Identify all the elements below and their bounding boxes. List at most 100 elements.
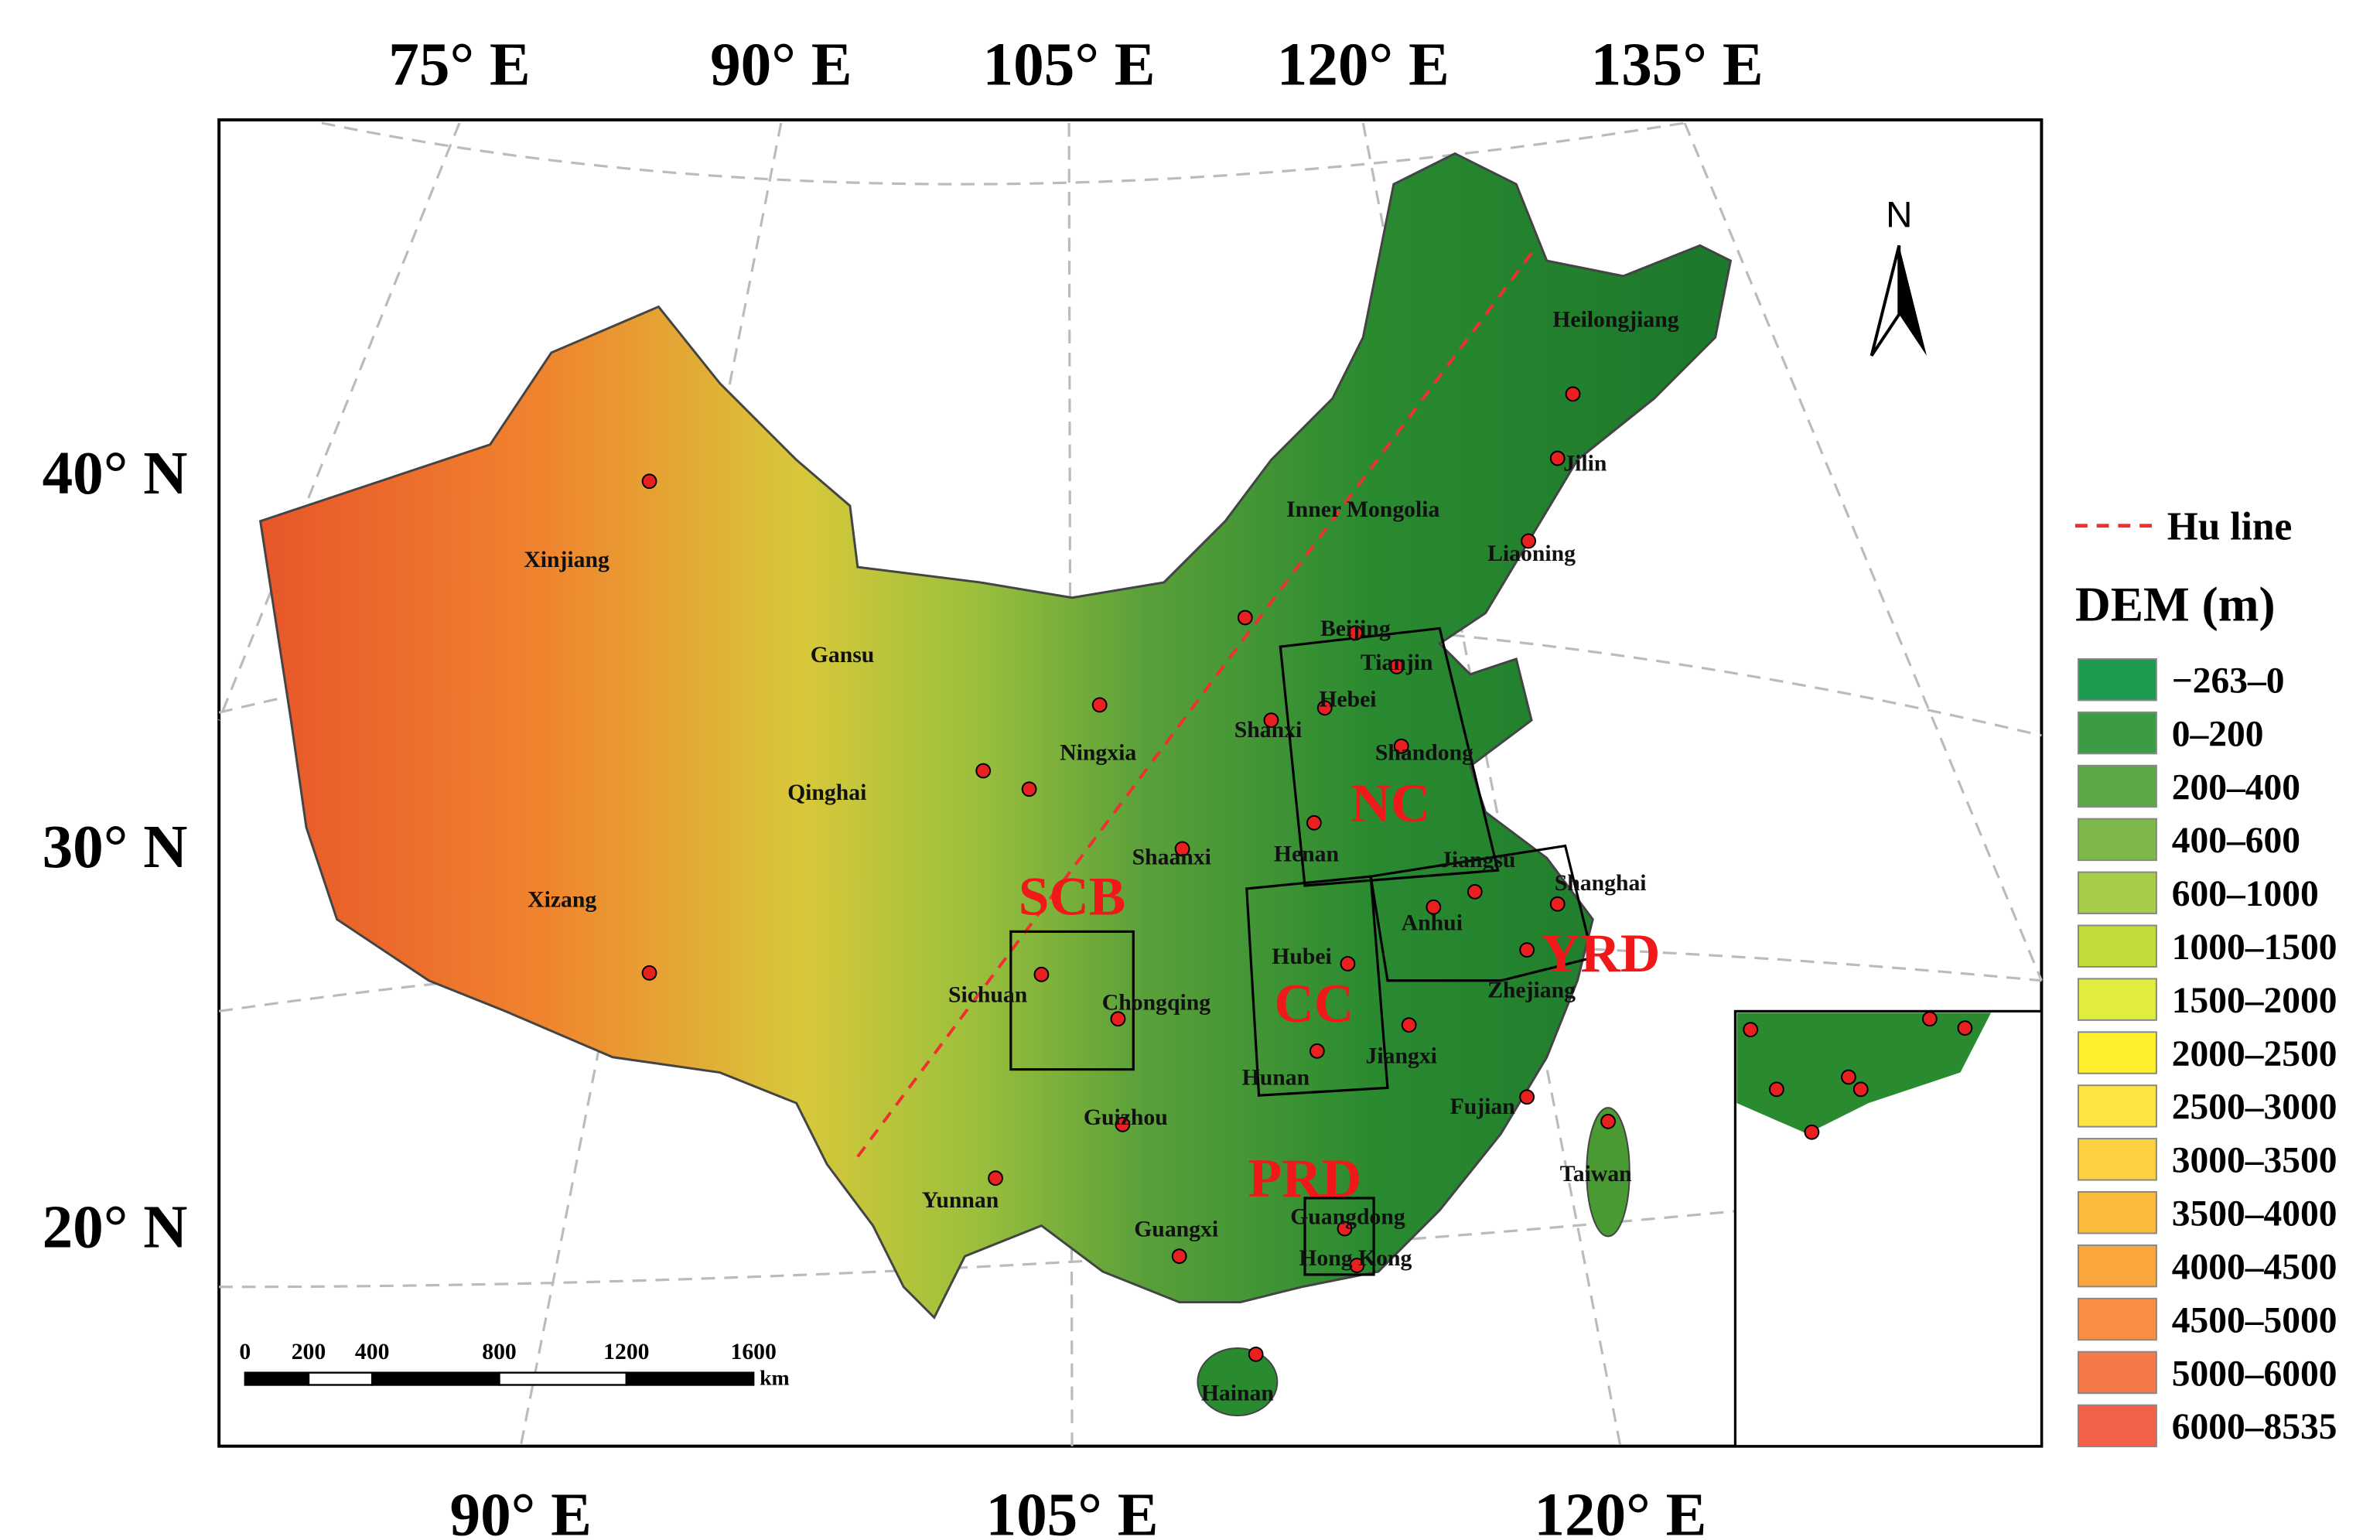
province-label: Liaoning [1487,541,1576,566]
legend-swatch [2077,764,2157,808]
province-label: Hubei [1272,944,1332,969]
legend-swatch [2077,871,2157,915]
region-label: YRD [1541,923,1660,984]
legend-swatch [2077,711,2157,755]
province-label: Jiangxi [1366,1044,1437,1069]
province-label: Sichuan [948,982,1028,1007]
graticule-line [1361,122,1622,1446]
province-label: Guangxi [1134,1217,1218,1241]
legend-label: 3000–3500 [2172,1141,2337,1181]
legend-label: 0–200 [2172,714,2264,754]
region-label: SCB [1019,866,1126,927]
capital-dot [1171,1248,1187,1265]
legend-swatch [2077,978,2157,1021]
province-label: Jiangsu [1440,848,1515,872]
study-regions [1009,627,1595,1276]
china-outline [258,152,1733,1320]
province-label: Hunan [1242,1065,1310,1090]
capital-dot [1768,1081,1784,1098]
capital-dot [1519,942,1535,958]
region-box [1279,627,1500,887]
legend-label: 3500–4000 [2172,1194,2337,1234]
province-label: Hebei [1319,687,1376,712]
capital-dot [1804,1124,1820,1140]
capital-dot [1467,884,1483,900]
longitude-label: 90° E [710,30,852,98]
region-box [1303,1197,1375,1276]
longitude-label: 120° E [1277,30,1450,98]
graticule-line [1683,122,2043,982]
capital-dot [1743,1022,1759,1038]
region-box [1369,844,1595,982]
province-label: Zhejiang [1487,978,1576,1003]
capital-dot [1521,533,1536,549]
legend-label: 2500–3000 [2172,1088,2337,1128]
legend-swatch [2077,1084,2157,1128]
capital-dot [1401,1017,1417,1033]
longitude-label: 105° E [985,1481,1158,1540]
legend-label: 5000–6000 [2172,1354,2337,1394]
capital-dot [1565,386,1581,402]
region-label: NC [1350,773,1430,834]
hu-line-legend-label: Hu line [2167,505,2293,549]
capital-dot [1021,781,1037,797]
capital-dot [1110,1011,1126,1027]
province-label: Hong Kong [1299,1246,1412,1271]
legend-swatch [2077,1138,2157,1181]
scale-unit: km [760,1365,790,1389]
province-label: Xinjiang [524,548,610,572]
hu-line [856,252,1533,1158]
province-label: Fujian [1450,1094,1516,1119]
taiwan-island [1586,1107,1630,1238]
province-label: Chongqing [1102,990,1210,1015]
capital-dot [1237,610,1253,626]
legend-label: 4500–5000 [2172,1300,2337,1340]
capital-dot [1340,956,1356,971]
latitude-label: 20° N [43,1193,188,1261]
legend-label: 2000–2500 [2172,1034,2337,1074]
longitude-label: 90° E [449,1481,591,1540]
scale-segment [307,1371,374,1386]
capital-dot [1347,625,1364,641]
longitude-label: 120° E [1534,1481,1706,1540]
capital-dot [975,763,992,779]
legend-swatch [2077,818,2157,862]
inset-land [1736,1012,1992,1134]
graticule-line [321,121,1685,186]
scale-segment [625,1371,755,1386]
longitude-label: 75° E [388,30,530,98]
province-label: Heilongjiang [1552,307,1678,332]
legend-swatch [2077,1350,2157,1395]
capital-dot [1263,712,1279,729]
scale-tick-label: 0 [239,1340,251,1364]
capital-dot [1852,1081,1869,1098]
province-label: Henan [1274,842,1340,866]
province-label: Shaanxi [1132,845,1211,869]
legend-swatch [2077,1244,2157,1288]
scale-tick-label: 1200 [603,1340,649,1364]
legend-label: 4000–4500 [2172,1247,2337,1287]
legend-swatch [2077,924,2157,968]
legend-title: DEM (m) [2075,577,2276,631]
capital-dot [1174,841,1190,857]
province-label: Beijing [1320,616,1391,641]
capital-dot [1306,814,1322,831]
province-label: Anhui [1402,910,1463,935]
province-label: Gansu [811,643,875,668]
province-label: Inner Mongolia [1286,497,1439,522]
region-label: PRD [1248,1148,1361,1209]
latitude-label: 40° N [43,439,188,507]
hainan-island [1197,1347,1279,1417]
legend-swatch [2077,1191,2157,1234]
legend-label: 1500–2000 [2172,981,2337,1021]
north-label: N [1886,195,1912,236]
capital-dot [641,473,657,490]
province-label: Jilin [1563,451,1607,476]
capital-dot [1033,966,1050,982]
capital-dot [1316,700,1333,716]
scale-tick-label: 200 [292,1340,326,1364]
capital-dot [1957,1020,1973,1036]
capital-dot [1426,899,1442,915]
legend-swatch [2077,657,2157,702]
